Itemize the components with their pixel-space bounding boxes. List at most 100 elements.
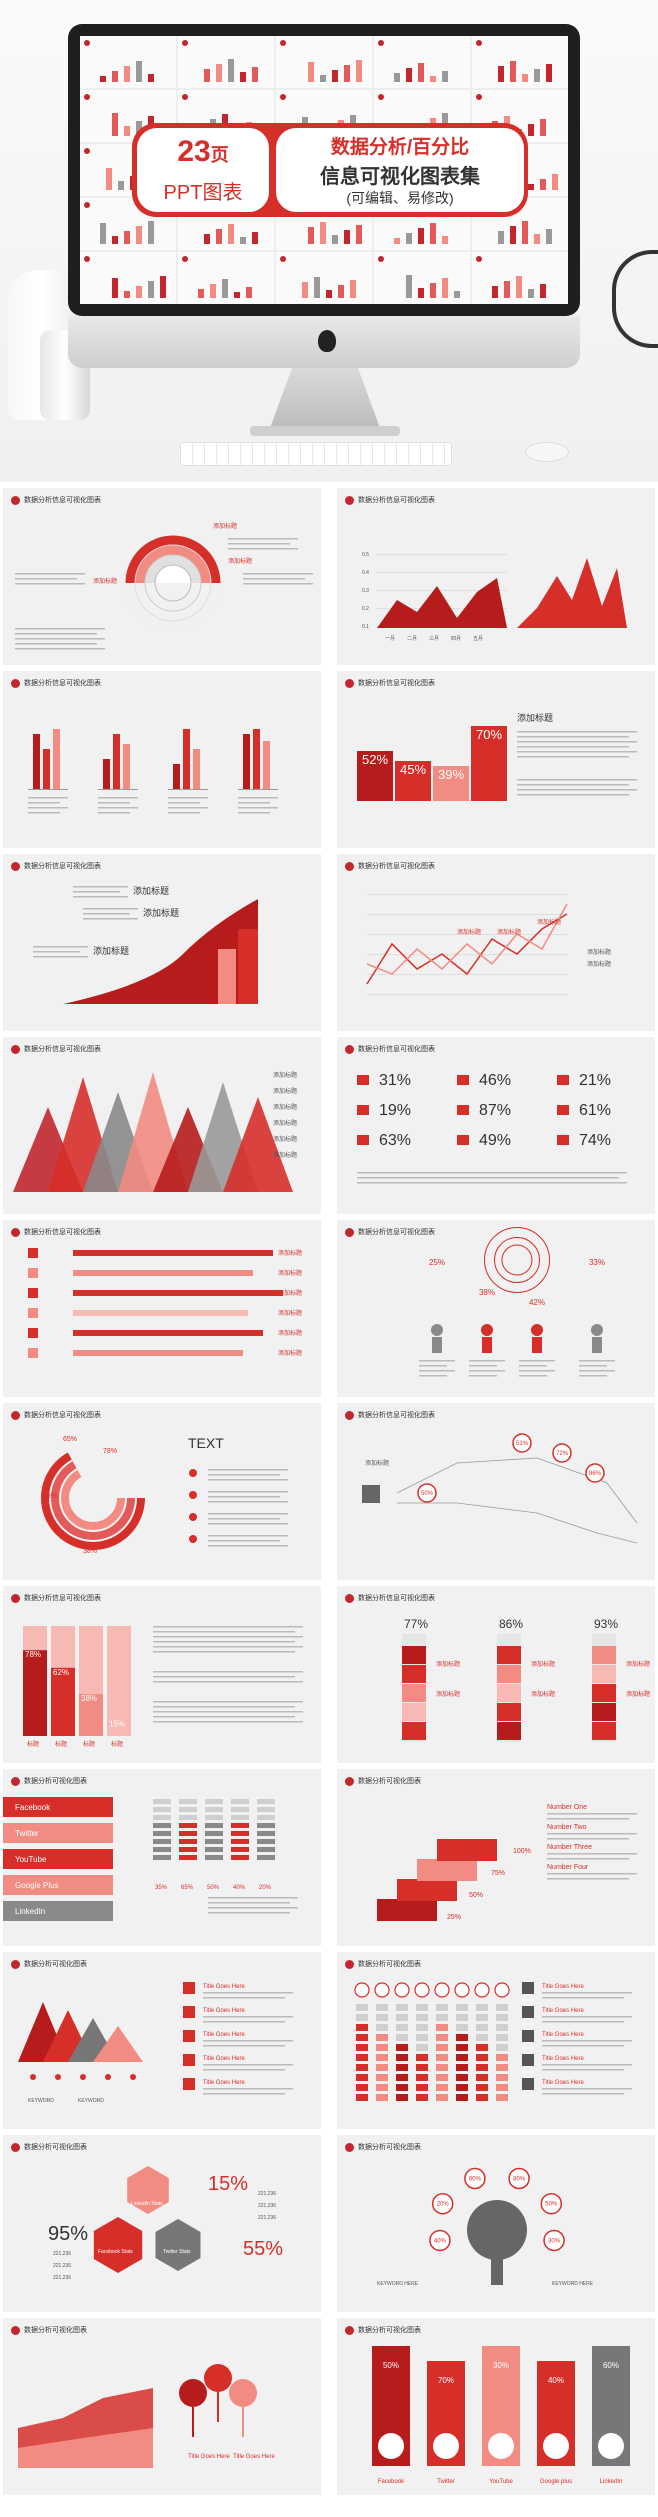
bar-segment [257, 1823, 275, 1828]
slide-text: 添加标题 [531, 1660, 555, 1668]
pin-stem [192, 2407, 194, 2437]
bar-segment [179, 1807, 197, 1812]
slide-text: 添加标题 [278, 1249, 302, 1257]
bar [183, 729, 190, 789]
bar-segment [205, 1815, 223, 1820]
social-name: YouTube [489, 2479, 513, 2485]
stat-value: 87% [479, 1102, 511, 1119]
slide-text: Title Goes Here [188, 2454, 230, 2460]
tube-segment [497, 1722, 521, 1740]
bar-segment [376, 2034, 388, 2041]
slide-text: Title Goes Here [203, 1984, 245, 1990]
logo-dot-icon [345, 495, 354, 505]
slide-text: 38% [83, 1548, 97, 1555]
bar-segment [257, 1847, 275, 1852]
tube-segment [402, 1703, 426, 1721]
slide-text: KEYWORD [28, 2098, 54, 2104]
text-line [243, 583, 313, 585]
thumbnail-bar [338, 285, 344, 298]
bar-segment [436, 2064, 448, 2071]
text-line [547, 1853, 637, 1855]
thumbnail-bar [314, 277, 320, 298]
connector-line [397, 1502, 638, 1544]
target-ring [484, 1227, 550, 1293]
tree-trunk [491, 2255, 503, 2285]
gridline [367, 954, 567, 955]
text-line [15, 638, 105, 640]
slide-text: 添加标题 [587, 948, 611, 956]
slide-graphic: Facebook Twitter YouTube Google Plus LinkedI… [3, 1797, 298, 1921]
hero-title-line1: 数据分析/百分比 [330, 137, 470, 158]
slide-text: 标题 [27, 1740, 39, 1748]
tree-crown [467, 2200, 527, 2260]
page-count: 23页 [147, 135, 259, 169]
tree-node [429, 2229, 451, 2252]
slide-header: 数据分析信息可视化图表 [345, 1593, 435, 1603]
bar-segment [396, 2094, 408, 2101]
bar-segment [496, 2014, 508, 2021]
social-name: LinkedIn [15, 1907, 45, 1916]
bar [173, 764, 180, 789]
thumbnail-bar [320, 222, 326, 244]
thumbnail-bar [252, 232, 258, 244]
slide-header: 数据分析信息可视化图表 [11, 1044, 101, 1054]
logo-dot-icon [11, 2142, 20, 2152]
social-icon [543, 2433, 569, 2459]
thumbnail-bar [546, 64, 552, 82]
pin-stem [217, 2392, 219, 2422]
marker-dot [105, 2074, 111, 2080]
thumbnail-bar [112, 113, 118, 136]
slide-19: 数据分析可视化图表 95% 15% 55% LinkedIn Stats Facebook… [3, 2135, 321, 2312]
slide-text: 55% [43, 1493, 57, 1500]
text-line [238, 797, 278, 799]
text-line [153, 1716, 295, 1718]
text-line [542, 2016, 632, 2018]
node-circle [512, 1433, 532, 1453]
thumbnail-bar [252, 67, 258, 82]
social-name: Twitter [15, 1829, 39, 1838]
slide-graphic: 40% 20% 60% 80% 50% 30% KEYWORD HERE KEYWORD HE… [377, 2167, 594, 2287]
text-line [153, 1706, 295, 1708]
slide-title: 数据分析可视化图表 [24, 1778, 87, 1785]
stair-block [377, 1899, 437, 1921]
slide-text: 添加标题 [626, 1660, 650, 1668]
slide-text: 40% [233, 1885, 246, 1891]
text-line [357, 1182, 627, 1184]
step-title: Number Three [547, 1844, 592, 1851]
slide-header: 数据分析可视化图表 [11, 2142, 87, 2152]
bar-segment [257, 1839, 275, 1844]
person-icon [591, 1324, 603, 1336]
social-name: Google plus [540, 2479, 572, 2485]
thumbnail-bar [430, 283, 436, 298]
text-line [542, 1992, 632, 1994]
social-ribbon [3, 1901, 113, 1921]
bar-segment [356, 2014, 368, 2021]
slide-text: 15% [109, 1720, 125, 1729]
slide-text: 添加标题 [273, 1151, 297, 1159]
text-line [15, 633, 97, 635]
thumbnail-bar [454, 291, 460, 298]
text-line [547, 1878, 629, 1880]
text-line [208, 1496, 280, 1498]
thumbnail-bar [222, 279, 228, 298]
slide-10: 数据分析信息可视化图表 25% 38% 42% 33% [337, 1220, 655, 1397]
bar-segment [205, 1807, 223, 1812]
text-line [238, 807, 278, 809]
tube-segment [402, 1684, 426, 1702]
text-line [153, 1646, 303, 1648]
text-line [203, 2040, 293, 2042]
donut-ring [154, 564, 192, 602]
slide-text: KEYWORD HERE [552, 2281, 594, 2287]
thumbnail-bar [148, 221, 154, 244]
thumbnail-bar [124, 231, 130, 244]
bar-segment [396, 2014, 408, 2021]
bar-segment [376, 2014, 388, 2021]
slide-text: 50% [545, 2202, 558, 2208]
slide-text: 添加标题 [93, 945, 129, 956]
slide-text: 221,236 [258, 2203, 276, 2209]
text-line [519, 1365, 547, 1367]
text-line [208, 1513, 288, 1515]
text-line [238, 802, 270, 804]
logo-dot-icon [345, 1410, 354, 1420]
text-line [208, 1907, 298, 1909]
